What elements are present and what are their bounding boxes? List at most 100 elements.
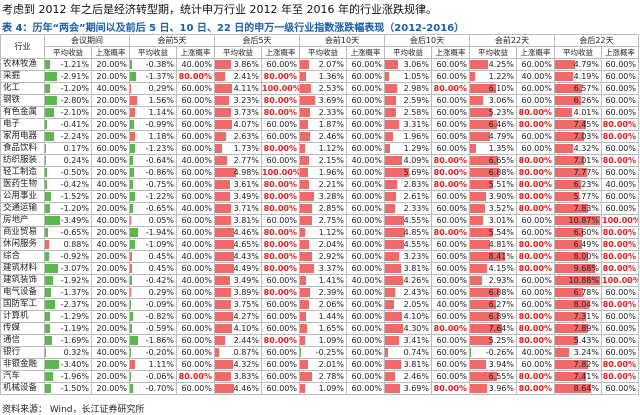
avg-return-value: 7.03% bbox=[573, 132, 599, 141]
avg-return-value: -1.20% bbox=[60, 204, 89, 213]
avg-return-value: 0.17% bbox=[63, 144, 89, 153]
avg-return-value: 4.49% bbox=[233, 264, 259, 273]
industry-name: 采掘 bbox=[0, 70, 45, 83]
positive-return-bar bbox=[45, 240, 49, 249]
avg-return-value: -2.10% bbox=[60, 108, 89, 117]
positive-return-bar bbox=[470, 336, 492, 345]
avg-return-value: 3.23% bbox=[233, 96, 259, 105]
up-prob-cell: 60.00% bbox=[346, 382, 385, 395]
avg-return-value: 6.89% bbox=[488, 312, 514, 321]
avg-return-value: 4.55% bbox=[403, 216, 429, 225]
avg-return-value: -0.26% bbox=[485, 348, 514, 357]
avg-return-header: 平均收益 bbox=[384, 46, 432, 59]
avg-return-cell: 7.64% bbox=[469, 322, 517, 335]
avg-return-cell: 5.54% bbox=[469, 226, 517, 239]
up-prob-header: 上涨概率 bbox=[91, 46, 130, 59]
avg-return-cell: 2.59% bbox=[384, 94, 432, 107]
avg-return-cell: 3.41% bbox=[384, 334, 432, 347]
avg-return-value: 2.85% bbox=[318, 204, 344, 213]
avg-return-cell: 3.69% bbox=[384, 382, 432, 395]
avg-return-cell: 2.44% bbox=[214, 334, 262, 347]
avg-return-cell: 2.33% bbox=[384, 202, 432, 215]
avg-return-value: -1.22% bbox=[145, 192, 174, 201]
negative-return-bar bbox=[45, 60, 51, 69]
avg-return-value: 3.23% bbox=[403, 252, 429, 261]
avg-return-header: 平均收益 bbox=[554, 46, 602, 59]
avg-return-value: 1.22% bbox=[488, 72, 514, 81]
positive-return-bar bbox=[300, 276, 306, 285]
avg-return-cell: 6.88% bbox=[469, 286, 517, 299]
avg-return-value: 3.61% bbox=[233, 180, 259, 189]
up-prob-cell: 60.00% bbox=[261, 118, 300, 131]
up-prob-cell: 80.00% bbox=[176, 70, 215, 83]
avg-return-value: 6.88% bbox=[488, 168, 514, 177]
avg-return-value: 2.15% bbox=[318, 156, 344, 165]
avg-return-cell: 1.36% bbox=[299, 70, 347, 83]
table-row: 建筑装饰 -1.92% 20.00% -0.42% 40.00% 3.49% 60.00% 1… bbox=[0, 274, 639, 287]
avg-return-value: 7.01% bbox=[573, 156, 599, 165]
avg-return-cell: 2.58% bbox=[384, 106, 432, 119]
avg-return-value: 7.77% bbox=[573, 168, 599, 177]
avg-return-cell: 4.46% bbox=[214, 382, 262, 395]
negative-return-bar bbox=[45, 204, 50, 213]
avg-return-value: 2.78% bbox=[318, 372, 344, 381]
avg-return-value: 3.49% bbox=[233, 276, 259, 285]
industry-name: 通信 bbox=[0, 334, 45, 347]
negative-return-bar bbox=[470, 348, 472, 357]
up-prob-cell: 20.00% bbox=[91, 70, 130, 83]
up-prob-cell: 20.00% bbox=[91, 310, 130, 323]
avg-return-value: 2.44% bbox=[233, 336, 259, 345]
up-prob-cell: 60.00% bbox=[346, 334, 385, 347]
avg-return-value: 3.96% bbox=[488, 384, 514, 393]
up-prob-cell: 60.00% bbox=[176, 382, 215, 395]
positive-return-bar bbox=[470, 156, 498, 165]
negative-return-bar bbox=[45, 84, 50, 93]
up-prob-cell: 60.00% bbox=[261, 346, 300, 359]
avg-return-value: 2.07% bbox=[318, 60, 344, 69]
negative-return-bar bbox=[45, 168, 48, 177]
avg-return-value: 4.79% bbox=[573, 60, 599, 69]
negative-return-bar bbox=[130, 60, 132, 69]
positive-return-bar bbox=[555, 192, 580, 201]
avg-return-cell: 3.71% bbox=[214, 202, 262, 215]
avg-return-value: -0.25% bbox=[315, 348, 344, 357]
positive-return-bar bbox=[215, 372, 231, 381]
up-prob-cell: 60.00% bbox=[346, 346, 385, 359]
avg-return-cell: 1.29% bbox=[384, 142, 432, 155]
avg-return-cell: -0.09% bbox=[129, 298, 177, 311]
positive-return-bar bbox=[130, 96, 137, 105]
table-row: 综合 -0.92% 20.00% 0.45% 40.00% 4.43% 80.00% 2.92… bbox=[0, 250, 639, 263]
avg-return-cell: -0.86% bbox=[129, 166, 177, 179]
avg-return-cell: -1.19% bbox=[44, 322, 92, 335]
avg-return-value: 1.44% bbox=[318, 312, 344, 321]
avg-return-value: 4.43% bbox=[233, 252, 259, 261]
up-prob-cell: 60.00% bbox=[176, 106, 215, 119]
up-prob-cell: 20.00% bbox=[91, 94, 130, 107]
positive-return-bar bbox=[470, 372, 498, 381]
avg-return-value: 1.96% bbox=[318, 168, 344, 177]
avg-return-value: 6.10% bbox=[488, 84, 514, 93]
avg-return-value: 0.32% bbox=[63, 348, 89, 357]
positive-return-bar bbox=[215, 288, 232, 297]
avg-return-value: 8.64% bbox=[573, 384, 599, 393]
avg-return-value: 3.06% bbox=[403, 60, 429, 69]
positive-return-bar bbox=[470, 384, 487, 393]
avg-return-value: 4.46% bbox=[233, 228, 259, 237]
up-prob-cell: 60.00% bbox=[431, 118, 470, 131]
positive-return-bar bbox=[130, 252, 132, 261]
avg-return-value: 3.28% bbox=[318, 192, 344, 201]
up-prob-cell: 60.00% bbox=[431, 334, 470, 347]
up-prob-cell: 60.00% bbox=[346, 286, 385, 299]
up-prob-cell: 60.00% bbox=[346, 118, 385, 131]
avg-return-value: 4.25% bbox=[488, 60, 514, 69]
avg-return-value: 4.09% bbox=[403, 156, 429, 165]
avg-return-cell: 3.81% bbox=[384, 262, 432, 275]
up-prob-cell: 80.00% bbox=[601, 358, 639, 371]
positive-return-bar bbox=[300, 312, 307, 321]
up-prob-cell: 60.00% bbox=[261, 310, 300, 323]
avg-return-value: 4.07% bbox=[233, 120, 259, 129]
avg-return-cell: 1.65% bbox=[299, 322, 347, 335]
avg-return-cell: 0.45% bbox=[129, 250, 177, 263]
avg-return-cell: 8.41% bbox=[469, 250, 517, 263]
avg-return-value: 7.64% bbox=[488, 324, 514, 333]
